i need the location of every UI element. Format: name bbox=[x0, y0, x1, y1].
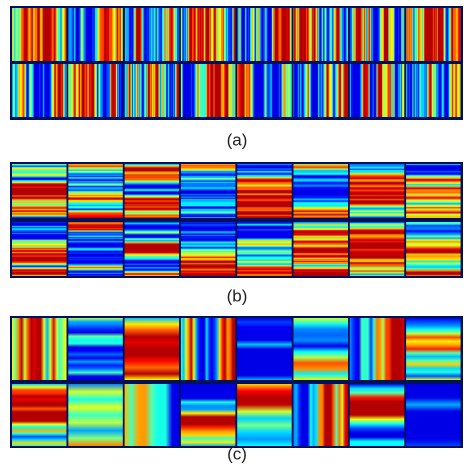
feature-tile bbox=[293, 222, 348, 276]
feature-tile bbox=[237, 384, 292, 446]
feature-tile bbox=[68, 164, 123, 218]
feature-tile bbox=[68, 384, 123, 446]
feature-tile bbox=[406, 222, 461, 276]
feature-tile bbox=[406, 384, 461, 446]
feature-tile bbox=[293, 64, 348, 117]
feature-tile bbox=[180, 384, 236, 446]
feature-tile bbox=[124, 318, 180, 380]
feature-tile bbox=[12, 164, 67, 218]
feature-tile bbox=[349, 384, 405, 446]
feature-tile bbox=[68, 318, 123, 380]
feature-tile bbox=[406, 164, 461, 218]
panel-label: (a) bbox=[227, 130, 248, 149]
feature-tile bbox=[237, 318, 292, 380]
feature-tile bbox=[180, 164, 236, 218]
feature-tile bbox=[349, 318, 405, 380]
feature-tile bbox=[180, 318, 236, 380]
feature-tile bbox=[293, 8, 348, 61]
feature-tile bbox=[12, 318, 67, 380]
panel-label: (b) bbox=[227, 286, 248, 305]
feature-tile bbox=[68, 64, 123, 117]
feature-tile bbox=[406, 8, 461, 61]
feature-tile bbox=[406, 64, 461, 117]
feature-tile bbox=[293, 318, 348, 380]
feature-tile bbox=[406, 318, 461, 380]
feature-tile bbox=[68, 222, 123, 276]
feature-tile bbox=[12, 222, 67, 276]
feature-tile bbox=[293, 384, 348, 446]
feature-tile bbox=[124, 222, 180, 276]
feature-tile bbox=[180, 222, 236, 276]
feature-tile bbox=[124, 384, 180, 446]
feature-tile bbox=[237, 164, 292, 218]
feature-tile bbox=[349, 222, 405, 276]
feature-tile bbox=[12, 64, 67, 117]
panel-label: (c) bbox=[227, 444, 247, 463]
feature-tile bbox=[293, 164, 348, 218]
feature-tile bbox=[180, 8, 236, 61]
feature-tile bbox=[237, 222, 292, 276]
feature-tile bbox=[237, 8, 292, 61]
feature-tile bbox=[68, 8, 123, 61]
feature-tile bbox=[349, 64, 405, 117]
feature-tile bbox=[349, 8, 405, 61]
feature-tile bbox=[124, 164, 180, 218]
feature-tile bbox=[349, 164, 405, 218]
feature-tile bbox=[124, 64, 180, 117]
feature-tile bbox=[237, 64, 292, 117]
feature-tile bbox=[12, 8, 67, 61]
feature-tile bbox=[180, 64, 236, 117]
feature-tile bbox=[124, 8, 180, 61]
feature-tile bbox=[12, 384, 67, 446]
